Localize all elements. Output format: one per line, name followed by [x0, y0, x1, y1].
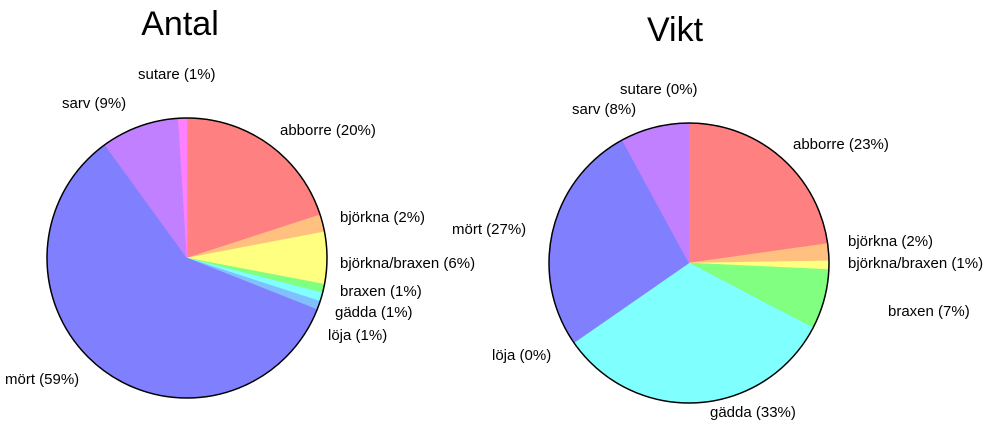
slice-label: sutare (0%) [620, 81, 698, 98]
pie-outline [46, 117, 328, 399]
slice-label: abborre (20%) [280, 122, 376, 139]
chart-title: Antal [141, 5, 219, 43]
slice-label: mört (59%) [5, 371, 79, 388]
slice-label: braxen (7%) [888, 303, 970, 320]
slice-label: sarv (9%) [62, 95, 126, 112]
slice-label: löja (1%) [328, 327, 387, 344]
slice-label: mört (27%) [452, 221, 526, 238]
chart-title: Vikt [647, 11, 704, 49]
pie-outline [548, 122, 830, 404]
slice-label: gädda (1%) [335, 304, 413, 321]
slice-label: björkna/braxen (1%) [848, 255, 983, 272]
slice-label: björkna/braxen (6%) [340, 255, 475, 272]
slice-label: abborre (23%) [793, 136, 889, 153]
slice-label: björkna (2%) [848, 233, 933, 250]
slice-label: gädda (33%) [710, 404, 796, 421]
slice-label: sutare (1%) [138, 66, 216, 83]
slice-label: braxen (1%) [340, 283, 422, 300]
slice-label: sarv (8%) [572, 101, 636, 118]
slice-label: löja (0%) [492, 347, 551, 364]
slice-label: björkna (2%) [340, 209, 425, 226]
